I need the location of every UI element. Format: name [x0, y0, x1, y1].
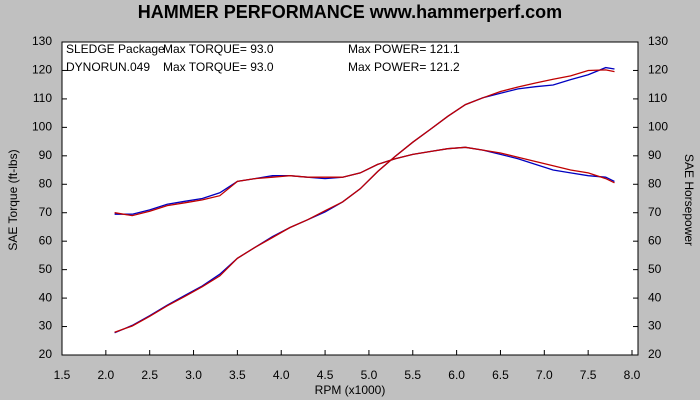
y2-tick-label: 60 [648, 233, 662, 247]
x-tick-label: 6.0 [448, 368, 465, 382]
y2-tick-label: 20 [648, 347, 662, 361]
y2-tick-label: 130 [648, 34, 668, 48]
torque-line [114, 146, 615, 217]
x-tick-label: 8.0 [624, 368, 641, 382]
legend-max-torque: Max TORQUE= 93.0 [163, 60, 274, 74]
y-tick-label: 80 [39, 176, 53, 190]
y-tick-label: 50 [39, 262, 53, 276]
plot-area [61, 41, 639, 356]
y-tick-label: 110 [33, 91, 52, 105]
x-tick-label: 5.0 [361, 368, 378, 382]
y2-tick-label: 80 [648, 176, 662, 190]
x-tick-label: 2.5 [141, 368, 158, 382]
y-tick-label: 60 [39, 233, 53, 247]
y-tick-label: 20 [39, 347, 53, 361]
y-tick-label: 100 [32, 120, 52, 134]
y2-tick-label: 40 [648, 290, 662, 304]
legend-name: DYNORUN.049 [66, 60, 150, 74]
y2-tick-label: 110 [648, 91, 667, 105]
y2-axis-label: SAE Horsepower [682, 154, 696, 246]
y-axis-label: SAE Torque (ft-lbs) [6, 149, 20, 250]
x-tick-label: 4.0 [273, 368, 290, 382]
x-tick-label: 2.0 [98, 368, 115, 382]
legend-max-power: Max POWER= 121.2 [348, 60, 460, 74]
x-tick-label: 4.5 [317, 368, 334, 382]
y-tick-label: 30 [39, 319, 53, 333]
legend-max-torque: Max TORQUE= 93.0 [163, 42, 274, 56]
y-tick-label: 70 [39, 205, 53, 219]
chart-title: HAMMER PERFORMANCE www.hammerperf.com [138, 2, 562, 22]
x-axis-label: RPM (x1000) [315, 383, 386, 397]
power-line [114, 69, 615, 333]
y2-tick-label: 100 [648, 120, 668, 134]
y2-tick-label: 120 [648, 63, 668, 77]
legend-name: SLEDGE Package [66, 42, 165, 56]
legend-max-power: Max POWER= 121.1 [348, 42, 460, 56]
x-tick-label: 3.0 [185, 368, 202, 382]
y-tick-label: 120 [32, 63, 52, 77]
y2-tick-label: 50 [648, 262, 662, 276]
x-tick-label: 6.5 [492, 368, 509, 382]
x-tick-label: 3.5 [229, 368, 246, 382]
y2-tick-label: 70 [648, 205, 662, 219]
y2-tick-label: 30 [648, 319, 662, 333]
y-tick-label: 90 [39, 148, 53, 162]
y-tick-label: 40 [39, 290, 53, 304]
x-tick-label: 1.5 [54, 368, 71, 382]
x-tick-label: 5.5 [404, 368, 421, 382]
x-tick-label: 7.0 [536, 368, 553, 382]
y-tick-label: 130 [32, 34, 52, 48]
x-tick-label: 7.5 [580, 368, 597, 382]
y2-tick-label: 90 [648, 148, 662, 162]
